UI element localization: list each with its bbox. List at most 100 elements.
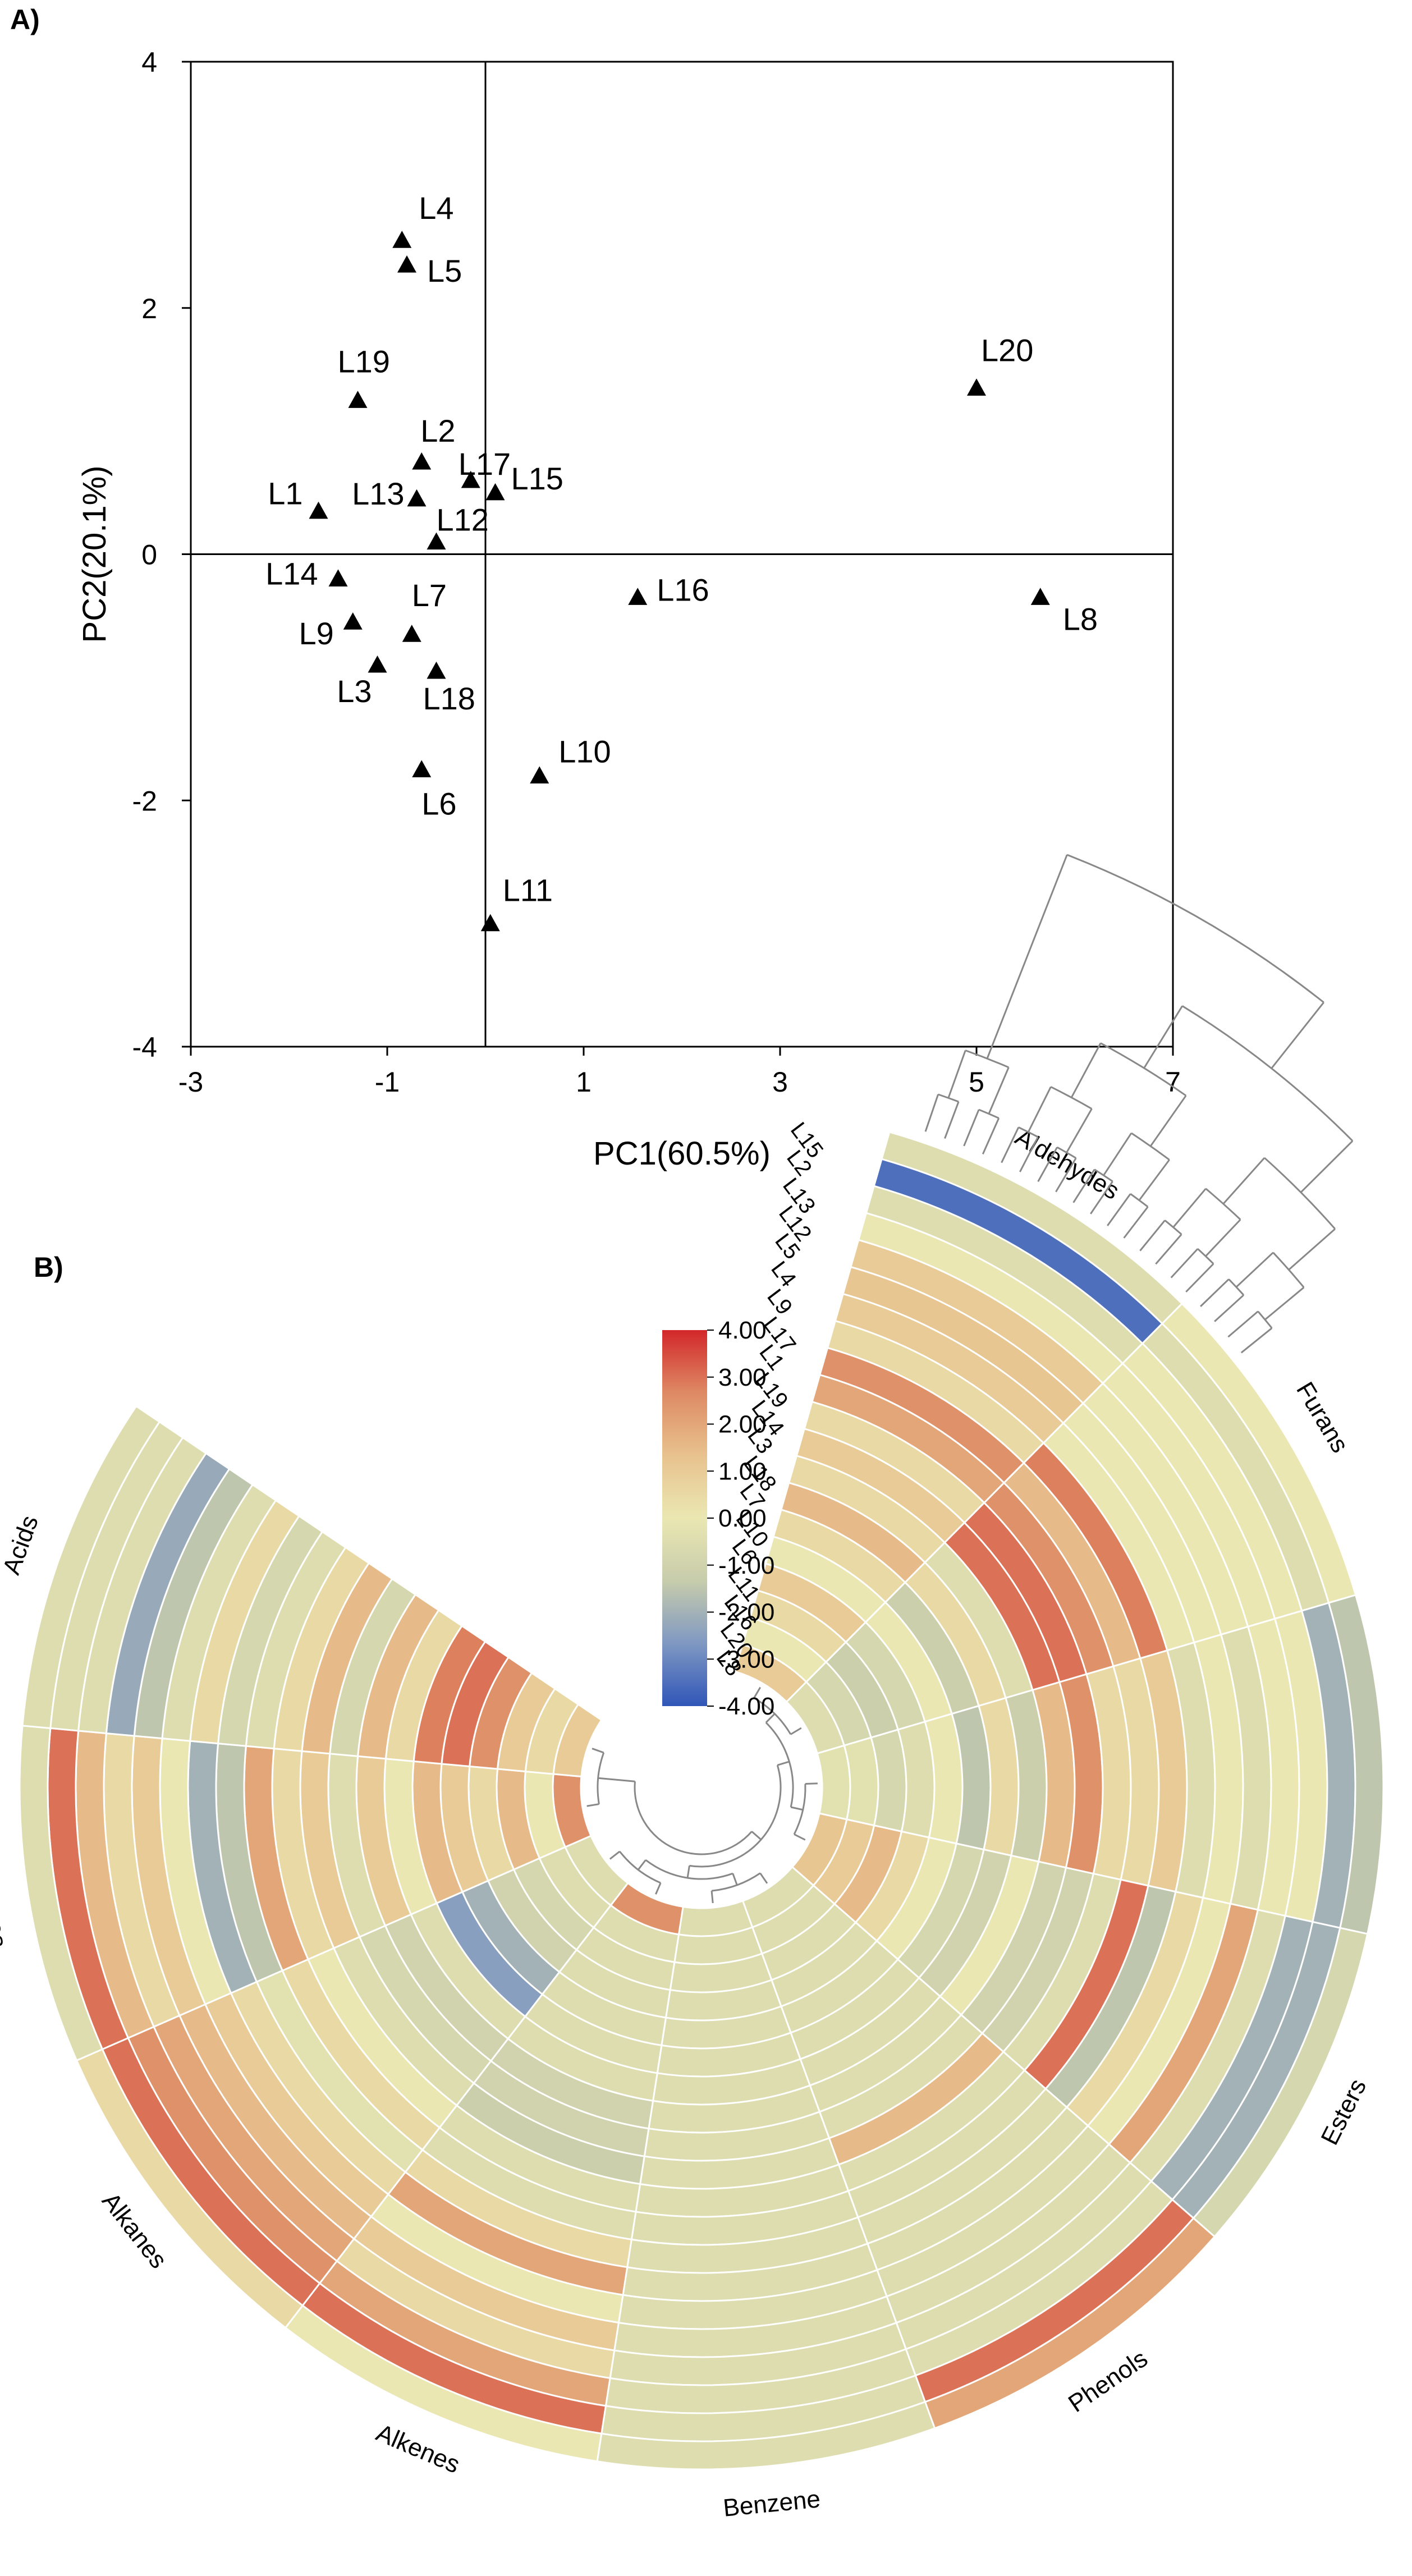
dendrogram-branch <box>598 1777 635 1782</box>
dendrogram-branch <box>986 854 1068 1059</box>
data-point-L6 <box>412 760 432 778</box>
dendrogram-branch <box>794 1834 806 1841</box>
colorbar-label: 1.00 <box>718 1457 767 1485</box>
category-label: Acids <box>0 1512 44 1578</box>
dendrogram-branch <box>1214 1294 1244 1322</box>
panel-a-label: A) <box>10 4 40 35</box>
dendrogram-branch <box>988 1067 1010 1115</box>
point-label: L14 <box>265 556 318 591</box>
dendrogram-join <box>938 1093 959 1103</box>
dendrogram-branch <box>1288 1228 1336 1271</box>
dendrogram-join <box>689 1764 782 1868</box>
y-tick-label: 2 <box>141 293 157 324</box>
dendrogram-join <box>1164 1220 1182 1235</box>
x-tick-label: -3 <box>178 1066 203 1098</box>
point-label: L15 <box>511 461 563 496</box>
x-tick-label: -1 <box>375 1066 400 1098</box>
dendrogram-join <box>765 1722 794 1808</box>
dendrogram-branch <box>1055 1157 1077 1193</box>
data-point-L8 <box>1030 588 1050 605</box>
colorbar-bar <box>662 1330 707 1706</box>
dendrogram-branch <box>759 1872 768 1884</box>
heatmap-cell <box>21 1405 161 1730</box>
colorbar-label: 4.00 <box>718 1317 767 1344</box>
dendrogram-branch <box>947 1050 966 1098</box>
dendrogram-branch <box>1001 1126 1020 1163</box>
data-point-L17 <box>461 470 480 488</box>
data-point-L1 <box>309 501 328 519</box>
dendrogram-join <box>1264 1157 1336 1230</box>
point-label: L20 <box>981 332 1033 368</box>
y-tick-label: 4 <box>141 47 157 78</box>
dendrogram-branch <box>765 1713 776 1724</box>
colorbar-label: 3.00 <box>718 1364 767 1391</box>
dendrogram-branch <box>686 1865 690 1878</box>
dendrogram-branch <box>1037 1147 1058 1182</box>
category-dendrogram <box>586 1686 818 1904</box>
data-point-L16 <box>628 588 648 605</box>
dendrogram-branch <box>1271 1002 1324 1069</box>
category-label: Alcohols <box>1409 1715 1412 1809</box>
point-label: L18 <box>423 681 475 716</box>
dendrogram-branch <box>1240 1327 1273 1354</box>
dendrogram-branch <box>1149 1095 1187 1147</box>
dendrogram-branch <box>1139 1220 1166 1252</box>
dendrogram-branch <box>1264 1286 1305 1321</box>
point-label: L8 <box>1063 601 1098 636</box>
colorbar-label: 0.00 <box>718 1505 767 1532</box>
dendrogram-branch <box>1138 1159 1170 1201</box>
dendrogram-branch <box>592 1748 604 1754</box>
x-tick-label: 7 <box>1165 1066 1181 1098</box>
point-label: L2 <box>420 413 455 448</box>
dendrogram-branch <box>609 1850 621 1860</box>
dendrogram-branch <box>732 1873 738 1886</box>
dendrogram-branch <box>1066 1108 1093 1153</box>
dendrogram-branch <box>944 1101 960 1139</box>
dendrogram-join <box>1100 1042 1187 1097</box>
pca-scatter-plot: -3 -1 1 3 5 7 4 2 0 -2 -4 PC1(60.5%) PC2(20.1%) L4 L5 L… <box>76 47 1181 1172</box>
dendrogram-branch <box>1123 1206 1149 1239</box>
point-label: L4 <box>419 190 453 226</box>
x-tick-label: 5 <box>969 1066 984 1098</box>
point-label: L12 <box>437 502 489 538</box>
dendrogram-branch <box>1107 1193 1131 1226</box>
point-label: L19 <box>338 343 390 379</box>
y-tick-label: -4 <box>132 1032 157 1063</box>
x-tick-label: 3 <box>772 1066 788 1098</box>
dendrogram-branch <box>1170 1248 1199 1278</box>
dendrogram-branch <box>1090 1181 1113 1214</box>
colorbar-label: -1.00 <box>718 1552 774 1579</box>
dendrogram-join <box>978 1108 1000 1119</box>
point-label: L9 <box>299 616 333 651</box>
colorbar-label: -4.00 <box>718 1693 774 1720</box>
dendrogram-branch <box>1103 1133 1133 1176</box>
dendrogram-join <box>1181 1005 1354 1142</box>
dendrogram-join <box>1257 1310 1273 1329</box>
x-tick-label: 1 <box>576 1066 592 1098</box>
dendrogram-branch <box>924 1094 939 1132</box>
category-label: Esters <box>1315 2074 1372 2149</box>
dendrogram-branch <box>586 1803 599 1807</box>
data-point-L18 <box>427 661 446 679</box>
dendrogram-branch <box>710 1890 714 1904</box>
data-point-L14 <box>328 569 348 586</box>
dendrogram-branch <box>1019 1136 1039 1172</box>
dendrogram-join <box>1066 854 1324 1003</box>
dendrogram-join <box>1130 1193 1149 1208</box>
data-point-L7 <box>402 625 421 642</box>
dendrogram-branch <box>1235 1252 1274 1288</box>
point-label: L3 <box>337 673 372 709</box>
category-label: Benzene <box>722 2485 822 2522</box>
dendrogram-branch <box>1205 1219 1241 1257</box>
dendrogram-branch <box>637 1859 647 1871</box>
dendrogram-branch <box>753 1686 762 1699</box>
colorbar: 4.00 3.00 2.00 1.00 0.00 -1.00 -2.00 -3.00 -4.00 <box>662 1317 774 1720</box>
colorbar-label: 2.00 <box>718 1411 767 1438</box>
dendrogram-branch <box>982 1117 1000 1154</box>
data-point-L13 <box>407 489 427 507</box>
dendrogram-join <box>1272 1252 1305 1288</box>
point-label: L13 <box>352 476 404 511</box>
point-label: L7 <box>412 577 447 613</box>
dendrogram-join <box>1050 1086 1093 1110</box>
dendrogram-join <box>634 1781 753 1855</box>
